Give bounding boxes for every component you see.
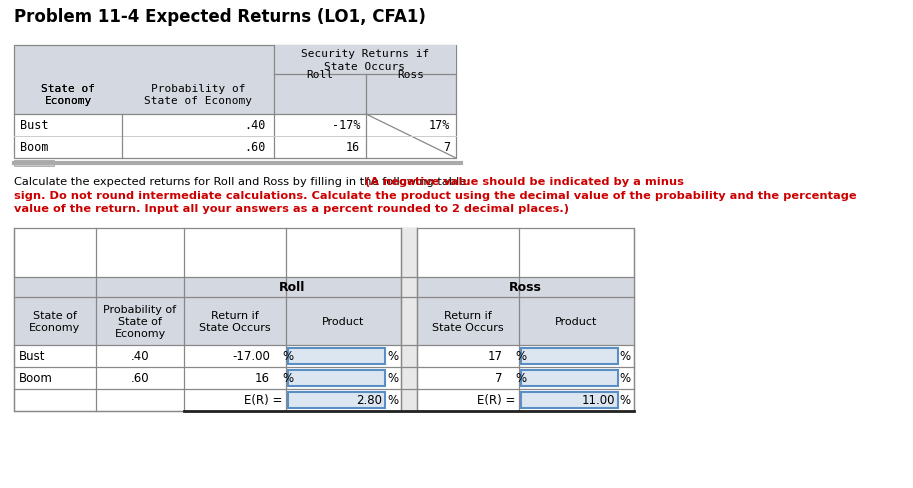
Text: .40: .40 bbox=[131, 350, 150, 363]
Text: State of
Economy: State of Economy bbox=[29, 310, 80, 332]
Bar bbox=[14, 278, 634, 297]
Text: E(R) =: E(R) = bbox=[477, 394, 515, 407]
Text: value of the return. Input all your answers as a percent rounded to 2 decimal pl: value of the return. Input all your answ… bbox=[14, 204, 569, 214]
Text: Return if
State Occurs: Return if State Occurs bbox=[432, 310, 504, 332]
Text: -17%: -17% bbox=[331, 119, 360, 132]
Text: %: % bbox=[282, 372, 293, 385]
Text: 16: 16 bbox=[346, 141, 360, 154]
Text: Ross: Ross bbox=[397, 70, 425, 80]
Text: Probability of
State of
Economy: Probability of State of Economy bbox=[103, 304, 176, 339]
Text: .40: .40 bbox=[245, 119, 266, 132]
Bar bbox=[521, 370, 618, 386]
Text: 2.80: 2.80 bbox=[356, 394, 382, 407]
Text: Boom: Boom bbox=[19, 372, 53, 385]
Text: 11.00: 11.00 bbox=[582, 394, 615, 407]
Text: Probability of
State of Economy: Probability of State of Economy bbox=[144, 83, 252, 106]
Text: 17%: 17% bbox=[428, 119, 450, 132]
Bar bbox=[288, 348, 385, 364]
Text: .60: .60 bbox=[245, 141, 266, 154]
Bar bbox=[401, 228, 417, 411]
Text: 16: 16 bbox=[255, 372, 270, 385]
Text: Roll: Roll bbox=[279, 281, 306, 294]
Text: (A negative value should be indicated by a minus: (A negative value should be indicated by… bbox=[365, 177, 684, 186]
Bar bbox=[288, 392, 385, 408]
Text: %: % bbox=[387, 372, 398, 385]
Bar bbox=[14, 228, 634, 411]
Text: 17: 17 bbox=[488, 350, 503, 363]
Text: Bust: Bust bbox=[19, 350, 46, 363]
Bar bbox=[14, 46, 456, 159]
Bar bbox=[521, 348, 618, 364]
Text: -17.00: -17.00 bbox=[232, 350, 270, 363]
Bar bbox=[14, 46, 456, 159]
Bar bbox=[14, 161, 54, 167]
Text: Bust: Bust bbox=[20, 119, 48, 132]
Text: %: % bbox=[515, 350, 526, 363]
Text: %: % bbox=[620, 372, 631, 385]
Text: Roll: Roll bbox=[307, 70, 333, 80]
Bar bbox=[521, 392, 618, 408]
Bar bbox=[288, 370, 385, 386]
Text: Product: Product bbox=[322, 316, 364, 326]
Text: %: % bbox=[387, 394, 398, 407]
Bar bbox=[14, 115, 456, 159]
Text: %: % bbox=[515, 372, 526, 385]
Text: Return if
State Occurs: Return if State Occurs bbox=[199, 310, 271, 332]
Text: State of
Economy: State of Economy bbox=[41, 83, 95, 106]
Text: sign. Do not round intermediate calculations. Calculate the product using the de: sign. Do not round intermediate calculat… bbox=[14, 190, 856, 200]
Text: .60: .60 bbox=[131, 372, 150, 385]
Text: %: % bbox=[282, 350, 293, 363]
Text: Boom: Boom bbox=[20, 141, 48, 154]
Text: %: % bbox=[620, 350, 631, 363]
Text: %: % bbox=[387, 350, 398, 363]
Text: State of
Economy: State of Economy bbox=[41, 83, 95, 106]
Text: Problem 11-4 Expected Returns (LO1, CFA1): Problem 11-4 Expected Returns (LO1, CFA1… bbox=[14, 8, 425, 26]
Text: 7: 7 bbox=[443, 141, 450, 154]
Text: 7: 7 bbox=[496, 372, 503, 385]
Bar bbox=[274, 46, 456, 75]
Text: Ross: Ross bbox=[509, 281, 542, 294]
Text: %: % bbox=[620, 394, 631, 407]
Bar bbox=[14, 297, 634, 346]
Text: E(R) =: E(R) = bbox=[244, 394, 282, 407]
Text: Calculate the expected returns for Roll and Ross by filling in the following tab: Calculate the expected returns for Roll … bbox=[14, 177, 474, 186]
Text: Product: Product bbox=[555, 316, 598, 326]
Text: Security Returns if
State Occurs: Security Returns if State Occurs bbox=[301, 49, 429, 72]
